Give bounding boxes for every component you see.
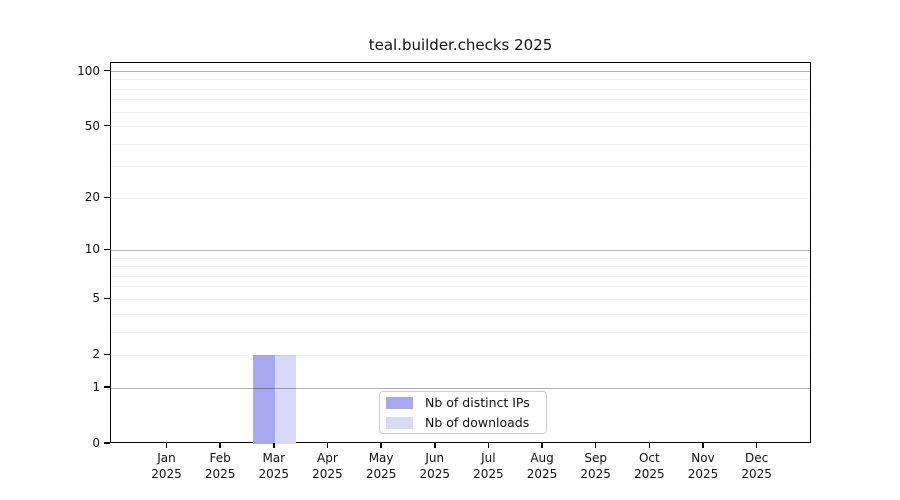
month-label: Aug	[530, 451, 554, 465]
y-tick-50	[104, 124, 110, 127]
plot-area	[110, 62, 811, 444]
x-tick-label-apr: Apr 2025	[295, 450, 359, 482]
gridline-y-20	[111, 197, 810, 199]
year-label: 2025	[634, 467, 665, 481]
x-tick-aug	[541, 443, 543, 448]
y-tick-5	[104, 297, 110, 300]
gridline-y-7	[111, 275, 810, 277]
month-label: Sep	[584, 451, 607, 465]
year-label: 2025	[258, 467, 290, 481]
x-tick-may	[380, 443, 382, 448]
gridline-y-30	[111, 166, 810, 168]
x-tick-label-feb: Feb 2025	[188, 450, 252, 482]
month-label: Jul	[481, 451, 496, 465]
y-tick-label-1: 1	[92, 380, 100, 395]
gridline-y-6	[111, 286, 810, 288]
legend-item-distinct-ips: Nb of distinct IPs	[386, 394, 546, 412]
year-label: 2025	[365, 467, 397, 481]
year-label: 2025	[580, 467, 611, 481]
year-label: 2025	[473, 467, 504, 481]
x-tick-dec	[755, 443, 758, 448]
bar-nb-of-downloads-mar	[274, 355, 297, 444]
gridlines-layer	[111, 63, 810, 442]
gridline-y-2	[111, 354, 810, 356]
y-tick-label-5: 5	[92, 291, 100, 306]
x-tick-label-mar: Mar 2025	[242, 450, 306, 482]
month-label: Nov	[691, 451, 715, 465]
legend: Nb of distinct IPs Nb of downloads	[379, 391, 547, 434]
x-tick-nov	[702, 443, 704, 448]
gridline-y-60	[111, 111, 810, 113]
gridline-y-5	[111, 298, 810, 300]
x-tick-jun	[434, 443, 436, 448]
gridline-y-9	[111, 257, 810, 259]
year-label: 2025	[151, 467, 182, 481]
gridline-y-3	[111, 331, 810, 333]
y-tick-0	[104, 442, 110, 444]
gridline-y-40	[111, 143, 810, 145]
x-tick-label-aug: Aug 2025	[510, 450, 574, 482]
y-tick-label-50: 50	[84, 118, 100, 133]
gridline-y-90	[111, 79, 810, 81]
gridline-y-70	[111, 99, 810, 101]
legend-label-distinct-ips: Nb of distinct IPs	[425, 395, 530, 410]
month-label: Apr	[317, 451, 338, 465]
y-tick-label-0: 0	[92, 436, 100, 450]
y-tick-10	[104, 248, 110, 251]
x-tick-jul	[487, 443, 490, 448]
month-label: Oct	[638, 451, 660, 465]
x-tick-sep	[594, 443, 597, 448]
x-tick-apr	[326, 443, 329, 448]
x-tick-label-jun: Jun 2025	[403, 450, 467, 482]
y-tick-label-2: 2	[92, 347, 100, 362]
y-tick-2	[104, 353, 110, 356]
x-tick-label-jul: Jul 2025	[456, 450, 520, 482]
x-tick-label-sep: Sep 2025	[564, 450, 628, 482]
x-tick-label-oct: Oct 2025	[617, 450, 681, 482]
legend-swatch-downloads	[386, 416, 413, 429]
year-label: 2025	[312, 467, 343, 481]
year-label: 2025	[741, 467, 772, 481]
legend-label-downloads: Nb of downloads	[425, 415, 530, 430]
month-label: Dec	[745, 451, 769, 465]
x-tick-label-nov: Nov 2025	[671, 450, 735, 482]
month-label: Jun	[425, 451, 445, 465]
legend-item-downloads: Nb of downloads	[386, 414, 546, 432]
gridline-y-50	[111, 126, 810, 128]
year-label: 2025	[526, 467, 558, 481]
gridline-y-8	[111, 266, 810, 268]
x-tick-label-jan: Jan 2025	[135, 450, 199, 482]
month-label: May	[368, 451, 394, 465]
chart-title: teal.builder.checks 2025	[368, 36, 553, 54]
gridline-y-100	[111, 71, 810, 72]
month-label: Mar	[262, 451, 286, 465]
y-tick-1	[104, 386, 110, 388]
year-label: 2025	[687, 467, 719, 481]
year-label: 2025	[204, 467, 236, 481]
bars-layer	[111, 63, 810, 444]
x-tick-label-dec: Dec 2025	[725, 450, 789, 482]
gridline-y-1	[111, 387, 810, 389]
y-tick-20	[104, 196, 110, 199]
y-tick-label-20: 20	[84, 190, 100, 205]
x-tick-mar	[273, 443, 275, 448]
y-tick-100	[104, 69, 110, 72]
x-tick-label-may: May 2025	[349, 450, 413, 482]
year-label: 2025	[419, 467, 451, 481]
gridline-y-4	[111, 313, 810, 315]
gridline-y-80	[111, 88, 810, 90]
y-tick-label-100: 100	[77, 63, 100, 78]
gridline-y-10	[111, 249, 810, 251]
month-label: Feb	[209, 451, 231, 465]
x-tick-feb	[219, 443, 221, 448]
x-tick-oct	[648, 443, 651, 448]
bar-nb-of-distinct-ips-mar	[253, 355, 275, 444]
y-tick-label-10: 10	[84, 242, 100, 257]
legend-swatch-distinct-ips	[386, 396, 413, 409]
x-tick-jan	[165, 443, 168, 448]
month-label: Jan	[157, 451, 176, 465]
